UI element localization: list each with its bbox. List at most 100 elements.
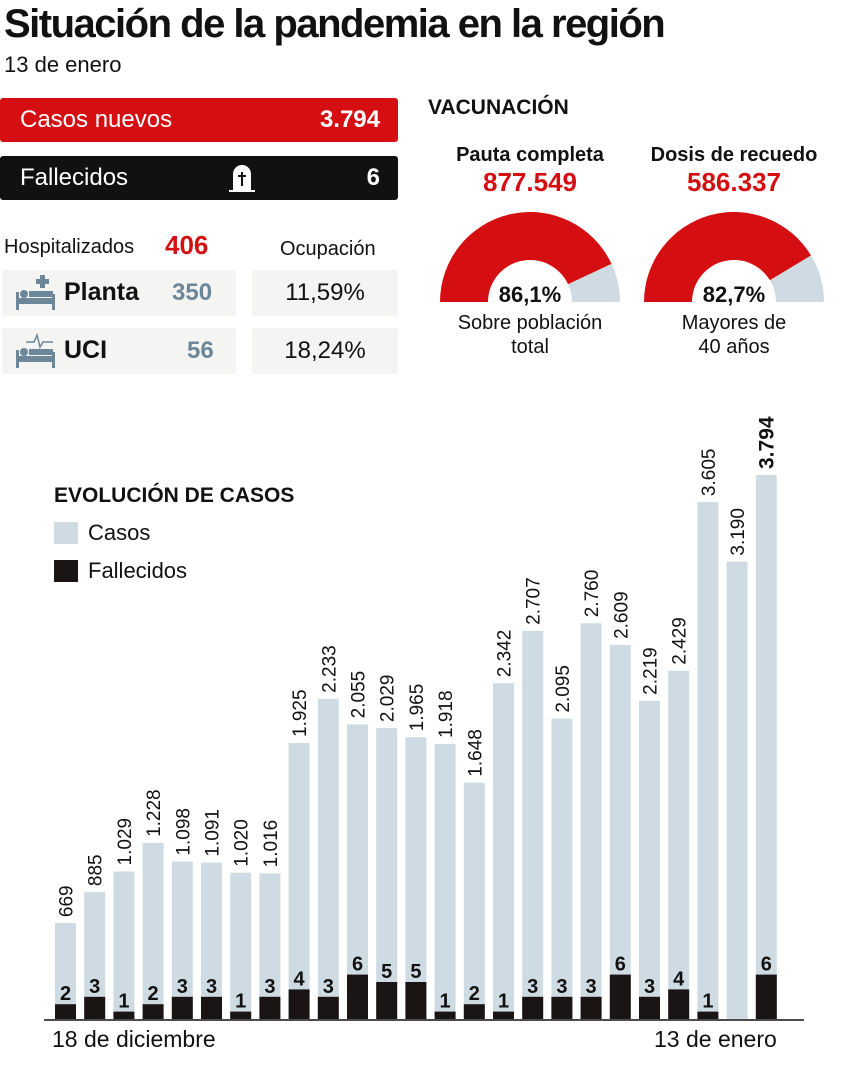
cases-value-label: 1.228 — [144, 789, 165, 837]
deaths-bar — [55, 1004, 76, 1019]
deaths-value-label: 5 — [410, 961, 421, 983]
cases-bar — [639, 700, 660, 1019]
gauge-title: Dosis de recuedo — [650, 144, 818, 166]
deaths-bar — [288, 989, 310, 1019]
deaths-bar — [755, 974, 777, 1019]
cases-bar — [668, 670, 690, 1019]
deaths-bar — [376, 982, 398, 1019]
deaths-bar — [493, 1011, 514, 1019]
cases-bar — [55, 923, 76, 1019]
cases-bar — [84, 892, 106, 1019]
deaths-value-label: 2 — [60, 983, 71, 1005]
cases-value-label: 2.219 — [641, 647, 662, 695]
deaths-bar — [668, 989, 690, 1019]
icu-value: 56 — [187, 337, 214, 364]
cases-bar — [580, 623, 602, 1019]
deaths-bar — [84, 996, 106, 1019]
chart-title: EVOLUCIÓN DE CASOS — [54, 484, 295, 507]
gauge-full-schedule: Pauta completa 877.549 86,1% Sobre pobla… — [430, 144, 630, 358]
new-cases-banner: Casos nuevos 3.794 — [0, 98, 398, 142]
deaths-bar — [347, 974, 368, 1019]
deaths-bar — [317, 996, 339, 1019]
cases-value-label: 1.091 — [203, 809, 224, 857]
deaths-value-label: 3 — [206, 976, 217, 998]
cases-value-label: 3.794 — [755, 416, 778, 469]
cases-value-label: 2.760 — [582, 570, 603, 618]
cases-value-label: 1.029 — [115, 818, 136, 866]
icu-bed-icon — [16, 332, 55, 368]
gauge-sub2: 40 años — [698, 336, 770, 358]
gauge-percent: 82,7% — [702, 282, 766, 307]
deaths-value-label: 1 — [235, 991, 246, 1013]
deaths-value-label: 6 — [352, 954, 363, 976]
cases-bar — [288, 742, 310, 1019]
deaths-bar — [230, 1011, 252, 1019]
gauge-chart — [440, 211, 620, 302]
deaths-value-label: 3 — [323, 976, 334, 998]
cases-bar — [697, 502, 719, 1020]
deaths-bar — [405, 982, 427, 1019]
cases-bar — [230, 872, 252, 1019]
deaths-bar — [113, 1011, 135, 1019]
deaths-bar — [434, 1011, 456, 1019]
gauge-remaining-arc — [769, 255, 824, 302]
cases-value-label: 1.020 — [232, 819, 253, 867]
deaths-bar — [522, 996, 544, 1019]
deaths-value-label: 3 — [264, 976, 275, 998]
cases-bar — [609, 644, 631, 1019]
icu-row: UCI 56 — [2, 328, 236, 374]
cases-value-label: 2.342 — [495, 630, 516, 678]
gauge-remaining-arc — [568, 263, 620, 302]
deaths-value-label: 1 — [118, 991, 129, 1013]
cases-value-label: 3.605 — [699, 449, 720, 497]
cases-value-label: 2.429 — [670, 617, 691, 665]
gauge-sub2: total — [511, 336, 549, 358]
gauge-filled-arc — [644, 211, 812, 302]
cases-value-label: 1.016 — [261, 820, 282, 868]
cases-bar — [551, 718, 573, 1019]
cases-value-label: 2.055 — [349, 671, 370, 719]
gauge-filled-arc — [440, 211, 612, 302]
deaths-value-label: 3 — [89, 976, 100, 998]
date: 13 de enero — [4, 52, 122, 77]
cases-bar — [113, 871, 135, 1019]
deaths-bar — [142, 1004, 164, 1019]
deaths-bar — [171, 996, 193, 1019]
gauge-percent: 86,1% — [498, 282, 562, 307]
deaths-value-label: 3 — [644, 976, 655, 998]
deaths-value-label: 4 — [294, 968, 306, 990]
x-start-label: 18 de diciembre — [52, 1026, 216, 1052]
cases-label: Casos nuevos — [20, 106, 173, 133]
deaths-bar — [697, 1011, 719, 1019]
cases-bar — [726, 561, 748, 1019]
ward-label: Planta — [64, 278, 140, 306]
cases-value: 3.794 — [319, 106, 380, 133]
cases-value-label: 1.918 — [436, 690, 457, 738]
cases-value-label: 885 — [86, 854, 107, 886]
gauge-booster: Dosis de recuedo 586.337 82,7% Mayores d… — [634, 144, 834, 358]
cases-value-label: 2.095 — [553, 665, 574, 713]
deaths-bar — [609, 974, 631, 1019]
deaths-value-label: 1 — [702, 991, 713, 1013]
cases-value-label: 3.190 — [728, 508, 749, 556]
gauge-sub1: Sobre población — [457, 312, 603, 334]
cases-bar — [405, 737, 427, 1019]
legend-swatch-cases — [54, 522, 78, 544]
hospitalized-total: 406 — [165, 230, 209, 260]
deaths-bar — [259, 996, 281, 1019]
cases-bar — [755, 475, 777, 1019]
cases-bar — [201, 862, 222, 1019]
icu-label: UCI — [64, 336, 108, 364]
deaths-bar — [580, 996, 602, 1019]
ward-occupancy: 11,59% — [252, 270, 398, 316]
hospitalized-label: Hospitalizados — [4, 236, 135, 258]
deaths-value-label: 4 — [673, 968, 685, 990]
deaths-value-label: 1 — [498, 991, 509, 1013]
cases-value-label: 2.233 — [319, 645, 340, 693]
deaths-bar — [463, 1004, 485, 1019]
cases-value-label: 1.648 — [465, 729, 486, 777]
deaths-value-label: 2 — [148, 983, 159, 1005]
legend-deaths: Fallecidos — [88, 558, 188, 583]
deaths-banner: Fallecidos 6 — [0, 156, 398, 200]
